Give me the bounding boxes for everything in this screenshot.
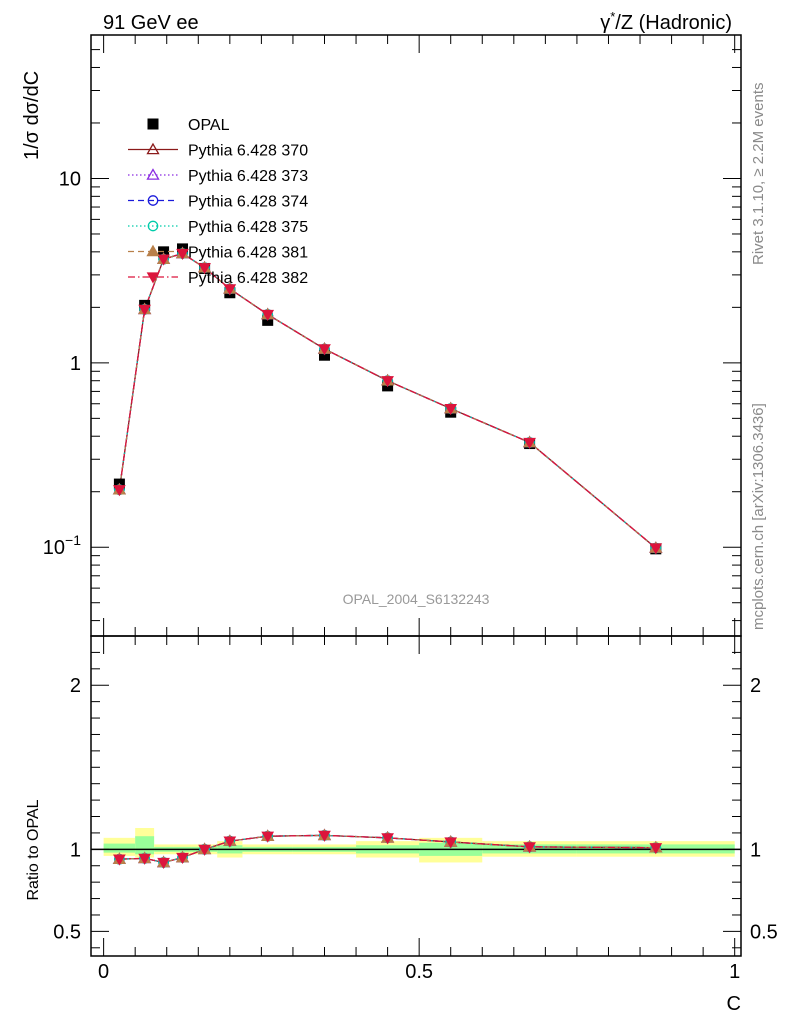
ratio-panel: 2 2 1 1 0.5 0.5 0 0.5 1 [53,635,778,983]
ratio-ytick-label-left: 0.5 [53,921,81,943]
main-ytick-label-exp: −1 [65,532,81,548]
ratio-line-5 [119,834,656,864]
ratio-ytick-label-left: 2 [70,675,81,697]
legend-data-marker [147,118,159,130]
ratio-ytick-label-right: 0.5 [750,921,778,943]
mc-line-2 [118,252,657,549]
ratio-ytick-label-left: 1 [70,839,81,861]
mc-marker-5 [113,485,126,497]
main-ytick-label: 10 [59,168,81,190]
mc-line-3 [118,252,657,549]
mc-marker-5 [318,344,331,356]
legend-label-5: Pythia 6.428 382 [188,270,308,287]
header-right-suffix: /Z (Hadronic) [615,12,732,34]
main-ytick-label: 1 [70,353,81,375]
ratio-ytick-label-right: 1 [750,839,761,861]
mcplots-label: mcplots.cern.ch [arXiv:1306.3436] [750,403,767,630]
ratio-marker-5 [381,833,394,845]
ratio-frame [90,635,742,957]
mc-marker-5 [381,376,394,388]
ratio-ylabel: Ratio to OPAL [25,799,42,900]
header-left: 91 GeV ee [103,12,199,34]
xtick-label: 0.5 [405,961,433,983]
legend-marker-3 [147,220,159,232]
legend-marker-0 [146,142,160,155]
ratio-marker-5 [157,857,170,869]
ratio-marker-5 [318,830,331,842]
legend-data-label: OPAL [188,117,230,134]
analysis-watermark: OPAL_2004_S6132243 [343,591,490,607]
mc-line-0 [118,252,657,549]
legend-label-2: Pythia 6.428 374 [188,194,308,211]
legend-label-1: Pythia 6.428 373 [188,168,308,185]
main-ytick-label-base: 10 [43,537,65,559]
main-ytick-label: 10−1 [43,532,81,559]
mc-marker-5 [444,403,458,416]
ratio-marker-5 [223,836,237,848]
ratio-marker-5 [198,844,211,856]
legend-marker-1 [146,168,160,180]
legend-marker-4 [146,244,160,257]
mc-marker-5 [223,284,237,296]
ratio-ytick-label-right: 2 [750,675,761,697]
legend: OPAL Pythia 6.428 370 Pythia 6.428 373 Pyth… [128,117,308,287]
header-right-sup: * [610,9,615,24]
ratio-marker-5 [113,854,126,866]
mc-line-5 [118,252,657,549]
legend-marker-2 [147,195,159,206]
mc-marker-5 [198,263,211,275]
legend-label-4: Pythia 6.428 381 [188,245,308,262]
mc-marker-5 [261,309,275,321]
rivet-label: Rivet 3.1.10, ≥ 2.2M events [750,83,767,266]
mc-line-1 [118,252,657,549]
mc-marker-5 [157,254,170,266]
mc-line-4 [118,252,657,549]
mc-marker-5 [649,543,663,555]
main-ylabel: 1/σ dσ/dC [21,71,43,160]
ratio-marker-5 [176,852,189,865]
legend-marker-5 [146,272,160,284]
mc-marker-5 [523,437,536,449]
ratio-marker-5 [444,837,458,849]
ratio-marker-5 [649,843,663,855]
ratio-marker-5 [523,842,536,854]
legend-label-0: Pythia 6.428 370 [188,143,308,160]
ratio-marker-5 [261,831,275,843]
band-green [135,836,155,855]
mc-marker-5 [138,304,152,316]
legend-label-3: Pythia 6.428 375 [188,219,308,236]
xtick-label: 1 [729,961,740,983]
band-green [103,843,136,853]
header-right-prefix: γ [600,12,610,34]
x-axis-label: C [727,993,741,1015]
xtick-label: 0 [98,961,109,983]
header-right: γ*/Z (Hadronic) [600,9,732,34]
ratio-marker-5 [138,853,152,865]
mc-marker-5 [176,248,189,260]
